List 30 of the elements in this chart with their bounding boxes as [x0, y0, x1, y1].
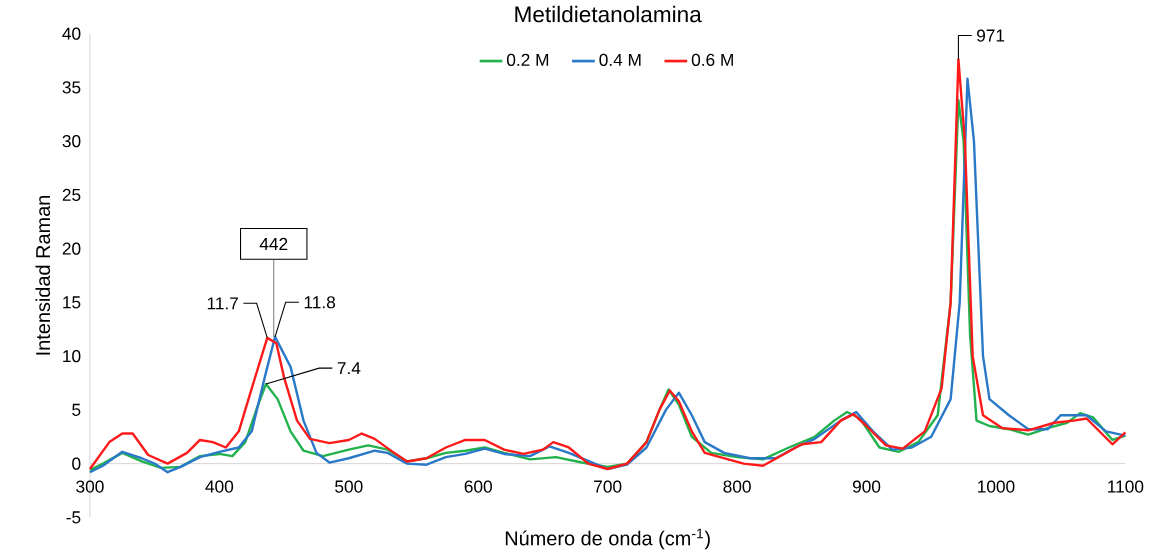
x-tick-label: 600	[464, 480, 492, 493]
y-tick-label: 10	[63, 349, 81, 363]
annotation: 7.4	[337, 362, 361, 375]
y-axis-title: Intensidad Raman	[35, 195, 51, 355]
annotation: 11.7	[207, 297, 238, 310]
annotation: 971	[977, 29, 1005, 42]
y-tick-label: 40	[62, 27, 81, 40]
legend-label: 0.4 M	[599, 53, 641, 66]
legend-label: 0.2 M	[506, 53, 549, 66]
annotation: 11.8	[304, 296, 336, 309]
x-tick-label: 800	[723, 480, 751, 493]
y-tick-label: 20	[62, 242, 81, 255]
y-tick-label: 5	[72, 403, 81, 416]
x-axis-title: Número de onda (cm$^{-1}$)	[505, 528, 710, 550]
x-tick-label: 700	[594, 480, 622, 493]
y-tick-label: -5	[66, 511, 81, 524]
y-tick-label: 0	[72, 457, 81, 470]
y-tick-label: 35	[62, 81, 81, 94]
legend-label: 0.6 M	[691, 53, 733, 66]
y-tick-label: 25	[62, 188, 81, 201]
annotation: 442	[259, 237, 288, 250]
x-tick-label: 300	[76, 480, 104, 493]
x-tick-label: 900	[852, 480, 881, 493]
y-tick-label: 30	[62, 134, 81, 148]
x-tick-label: 400	[205, 480, 234, 493]
x-tick-label: 500	[335, 480, 363, 493]
y-tick-label: 15	[63, 296, 81, 309]
x-tick-label: 1000	[978, 480, 1015, 493]
x-tick-label: 1100	[1108, 480, 1144, 493]
chart-title: Metildietanolamina	[515, 5, 702, 23]
